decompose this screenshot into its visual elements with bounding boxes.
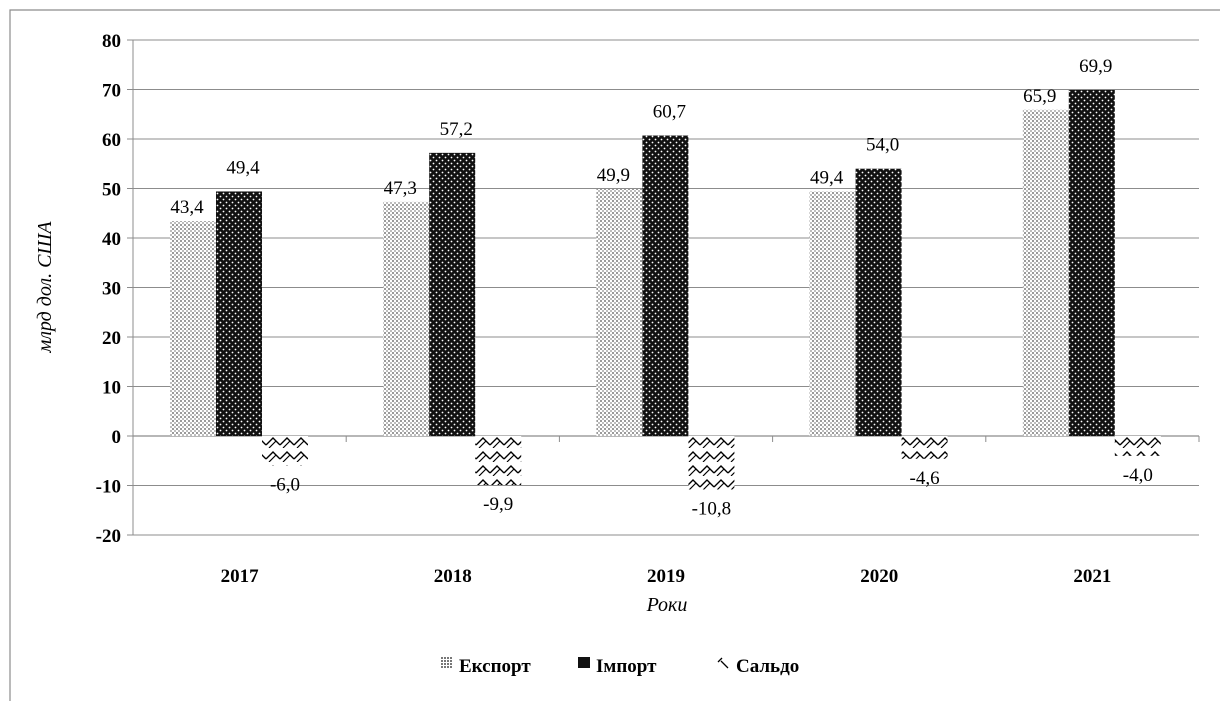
legend-swatch	[717, 657, 729, 669]
y-tick-label: 30	[102, 279, 121, 300]
x-tick-label: 2021	[1073, 566, 1111, 587]
data-labels: 43,4 47,3 49,9 49,4 65,9 49,4 57,2 60,7 54,0 69,9…	[170, 56, 1152, 519]
bar-Експорт-2021	[1022, 109, 1069, 437]
data-label: -10,8	[692, 498, 732, 519]
bar-Імпорт-2019	[642, 135, 689, 436]
legend-swatch	[578, 657, 590, 668]
y-tick-label: 10	[102, 378, 121, 399]
bar-Сальдо-2018	[475, 436, 522, 486]
data-label: 60,7	[653, 102, 686, 123]
x-tick-label: 2020	[860, 566, 898, 587]
bar-Імпорт-2020	[855, 168, 902, 436]
data-label: 49,4	[810, 167, 844, 188]
y-tick-label: 50	[102, 180, 121, 201]
bar-Імпорт-2018	[429, 152, 476, 437]
bars	[170, 89, 1161, 490]
y-tick-label: 0	[112, 427, 122, 448]
y-tick-label: -10	[96, 477, 121, 498]
data-label: -4,6	[910, 468, 940, 489]
chart-area-border	[9, 9, 1220, 701]
data-label: 47,3	[384, 178, 417, 199]
legend-label: Імпорт	[596, 656, 657, 677]
x-tick-label: 2018	[434, 566, 472, 587]
bar-Сальдо-2017	[262, 436, 308, 466]
x-tick-label: 2019	[647, 566, 685, 587]
y-tick-label: 60	[102, 130, 121, 151]
legend-swatch	[441, 657, 452, 668]
x-tick-label: 2017	[221, 566, 260, 587]
legend: Експорт Імпорт Сальдо	[441, 656, 799, 677]
bar-Сальдо-2020	[901, 436, 948, 459]
data-label: 65,9	[1023, 86, 1056, 107]
bar-Сальдо-2021	[1114, 436, 1161, 456]
data-label: -9,9	[483, 494, 513, 515]
y-axis-title: млрд дол. США	[34, 221, 56, 354]
y-tick-label: 80	[102, 31, 121, 52]
bar-Сальдо-2019	[688, 436, 735, 490]
axes: 80 70 60 50 40 30 20 10 0 -10 -20 2017 2018 2019 2020 2…	[96, 31, 1200, 587]
data-label: 49,9	[597, 165, 630, 186]
data-label: -4,0	[1123, 465, 1153, 486]
bar-Експорт-2017	[170, 221, 216, 436]
y-tick-label: 70	[102, 81, 121, 102]
y-tick-label: -20	[96, 526, 121, 547]
y-tick-label: 20	[102, 328, 121, 349]
legend-label: Експорт	[459, 656, 531, 677]
y-tick-label: 40	[102, 229, 121, 250]
data-label: 69,9	[1079, 56, 1112, 77]
data-label: 57,2	[440, 119, 473, 140]
bar-Експорт-2018	[383, 201, 430, 436]
legend-label: Сальдо	[736, 656, 799, 677]
data-label: -6,0	[270, 475, 300, 496]
bar-Експорт-2019	[596, 188, 643, 436]
bar-Імпорт-2017	[216, 191, 262, 436]
bar-Імпорт-2021	[1068, 89, 1115, 437]
x-axis-title: Роки	[646, 594, 688, 616]
data-label: 43,4	[170, 197, 204, 218]
bar-Експорт-2020	[809, 191, 856, 436]
data-label: 49,4	[226, 157, 260, 178]
data-label: 54,0	[866, 135, 899, 156]
